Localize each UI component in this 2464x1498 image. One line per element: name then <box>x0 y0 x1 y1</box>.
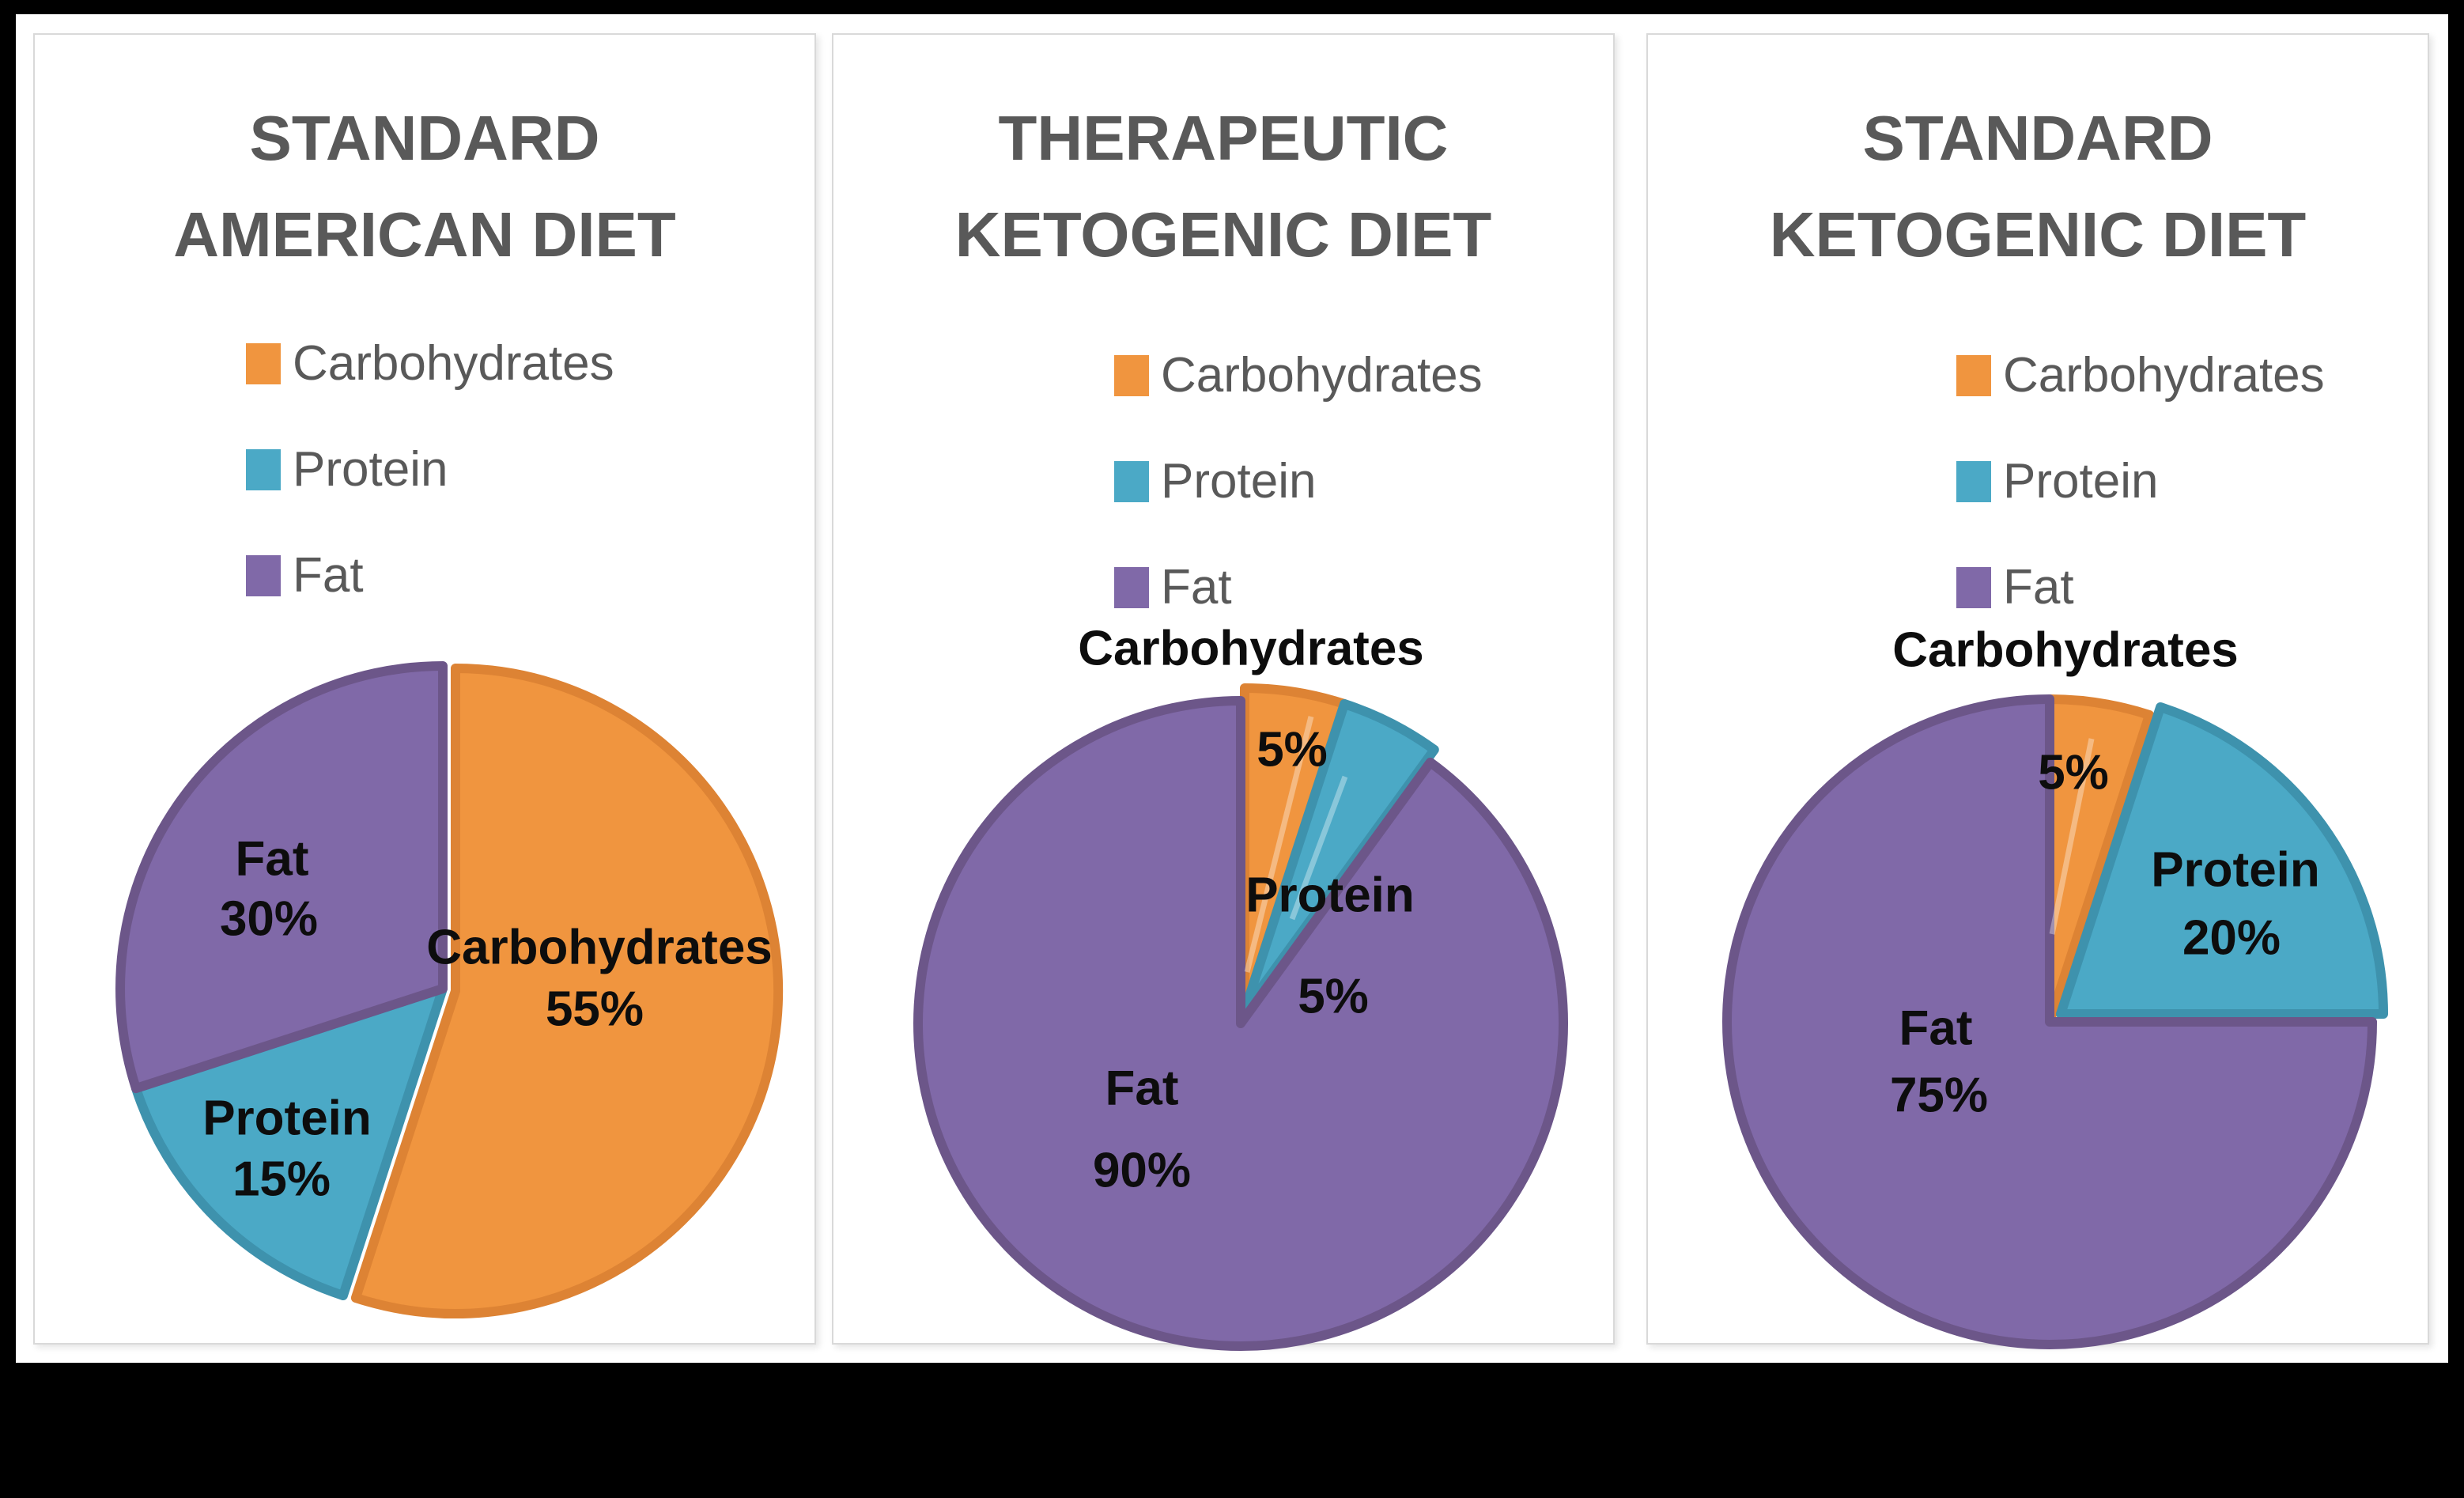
label-leader-line <box>1289 775 1348 921</box>
legend-label: Fat <box>1161 560 1232 615</box>
protein-swatch-icon <box>1956 461 1991 502</box>
pie-chart-standard-ketogenic-diet <box>1722 694 2388 1349</box>
pie-chart-standard-american-diet <box>115 661 784 1318</box>
slice-value-carbohydrates: 5% <box>2038 745 2109 800</box>
legend-item-fat: Fat <box>246 551 614 600</box>
pie-chart-therapeutic-ketogenic-diet <box>913 683 1569 1351</box>
slice-label-protein: Protein <box>202 1091 372 1146</box>
chart-title: STANDARD AMERICAN DIET <box>173 103 676 270</box>
fat-swatch-icon <box>1114 567 1149 608</box>
slice-label-carbohydrates: Carbohydrates <box>426 920 773 975</box>
worksheet-background: STANDARD AMERICAN DIET Carbohydrates Pro… <box>16 14 2448 1363</box>
slice-value-carbohydrates: 55% <box>545 982 644 1037</box>
pie-slice-protein <box>2056 702 2388 1019</box>
legend-label: Carbohydrates <box>2003 348 2325 403</box>
pie-slice-fat <box>1722 694 2377 1349</box>
legend-label: Carbohydrates <box>293 336 614 391</box>
legend-item-protein: Protein <box>1114 457 1483 506</box>
legend-label: Protein <box>293 442 448 497</box>
label-leader-line <box>1244 716 1314 973</box>
protein-swatch-icon <box>246 449 281 490</box>
legend-label: Carbohydrates <box>1161 348 1483 403</box>
fat-swatch-icon <box>246 555 281 596</box>
slice-label-carbohydrates: Carbohydrates <box>1892 622 2239 678</box>
chart-title: STANDARD KETOGENIC DIET <box>1769 103 2307 270</box>
slice-label-protein: Protein <box>2151 842 2320 898</box>
legend-item-fat: Fat <box>1114 563 1483 612</box>
pie-slice-fat <box>115 661 448 1094</box>
chart-panel-therapeutic-ketogenic-diet: THERAPEUTIC KETOGENIC DIET Carbohydrates… <box>832 33 1615 1351</box>
carbohydrates-swatch-icon <box>1956 355 1991 396</box>
slice-label-fat: Fat <box>1899 1001 1973 1056</box>
pie-slice-fat <box>913 696 1569 1351</box>
slice-label-fat: Fat <box>1105 1061 1179 1116</box>
chart-panel-standard-american-diet: STANDARD AMERICAN DIET Carbohydrates Pro… <box>33 33 816 1345</box>
legend-item-fat: Fat <box>1956 563 2325 612</box>
chart-legend: Carbohydrates Protein Fat <box>246 339 614 657</box>
legend-label: Protein <box>1161 454 1317 509</box>
slice-value-protein: 5% <box>1298 969 1369 1024</box>
slice-label-fat: Fat <box>235 831 309 887</box>
protein-swatch-icon <box>1114 461 1149 502</box>
slice-value-carbohydrates: 5% <box>1257 722 1328 777</box>
carbohydrates-swatch-icon <box>246 343 281 384</box>
pie-slice-protein <box>1240 699 1439 1016</box>
slice-value-protein: 20% <box>2182 910 2281 966</box>
legend-item-protein: Protein <box>1956 457 2325 506</box>
legend-item-carbohydrates: Carbohydrates <box>1956 351 2325 400</box>
chart-legend: Carbohydrates Protein Fat <box>1956 351 2325 669</box>
slice-value-fat: 30% <box>219 891 319 947</box>
slice-label-carbohydrates: Carbohydrates <box>1078 621 1424 676</box>
slice-value-fat: 75% <box>1889 1068 1989 1123</box>
legend-label: Fat <box>293 548 364 603</box>
chart-title: THERAPEUTIC KETOGENIC DIET <box>954 103 1492 270</box>
label-leader-line <box>2049 738 2095 935</box>
fat-swatch-icon <box>1956 567 1991 608</box>
legend-item-carbohydrates: Carbohydrates <box>1114 351 1483 400</box>
pie-slice-carbohydrates <box>350 664 784 1318</box>
carbohydrates-swatch-icon <box>1114 355 1149 396</box>
slice-value-fat: 90% <box>1092 1143 1192 1198</box>
legend-label: Fat <box>2003 560 2074 615</box>
chart-legend: Carbohydrates Protein Fat <box>1114 351 1483 669</box>
slice-label-protein: Protein <box>1245 868 1415 923</box>
legend-label: Protein <box>2003 454 2159 509</box>
legend-item-carbohydrates: Carbohydrates <box>246 339 614 388</box>
legend-item-protein: Protein <box>246 445 614 494</box>
slice-value-protein: 15% <box>232 1152 331 1207</box>
chart-panel-standard-ketogenic-diet: STANDARD KETOGENIC DIET Carbohydrates Pr… <box>1646 33 2429 1349</box>
